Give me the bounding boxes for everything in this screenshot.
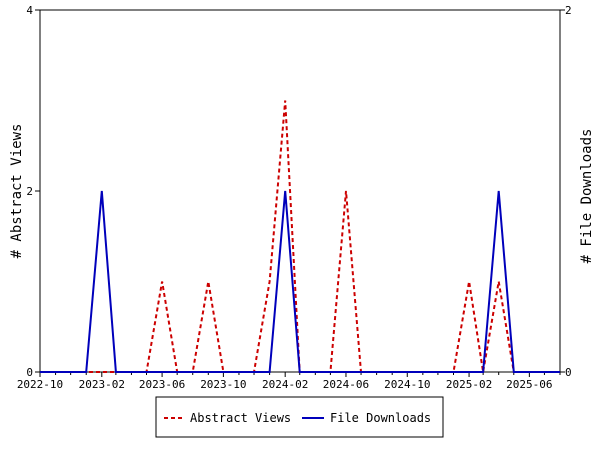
x-axis: 2022-10 2023-02 2023-06 2023-10 2024-02 2024-… <box>17 372 561 391</box>
x-tick-label: 2023-06 <box>139 378 185 391</box>
y-tick-label-left: 2 <box>26 185 33 198</box>
plot-area <box>39 9 561 373</box>
x-tick-label: 2024-02 <box>262 378 308 391</box>
x-tick-label: 2023-10 <box>200 378 246 391</box>
y-axis-right: 02 <box>560 4 572 379</box>
series-line-file-downloads <box>40 190 560 373</box>
series-lines <box>40 100 560 373</box>
x-tick-label: 2025-06 <box>506 378 552 391</box>
y-tick-label-left: 4 <box>26 4 33 17</box>
legend-label-file-downloads: File Downloads <box>330 411 431 425</box>
y-axis-title-left: # Abstract Views <box>9 124 25 259</box>
y-axis-left: 0 2 4 <box>26 4 40 379</box>
x-tick-label: 2024-10 <box>384 378 430 391</box>
legend: Abstract Views File Downloads <box>155 396 444 438</box>
y-tick-label-left: 0 <box>26 366 33 379</box>
x-tick-label: 2025-02 <box>446 378 492 391</box>
x-tick-label: 2023-02 <box>79 378 125 391</box>
x-tick-label: 2022-10 <box>17 378 63 391</box>
legend-box <box>155 396 444 438</box>
legend-label-abstract-views: Abstract Views <box>190 411 291 425</box>
x-tick-label: 2024-06 <box>323 378 369 391</box>
y-tick-label-right: 0 <box>565 366 572 379</box>
y-tick-label-right: 2 <box>565 4 572 17</box>
y-axis-title-right: # File Downloads <box>579 129 595 264</box>
